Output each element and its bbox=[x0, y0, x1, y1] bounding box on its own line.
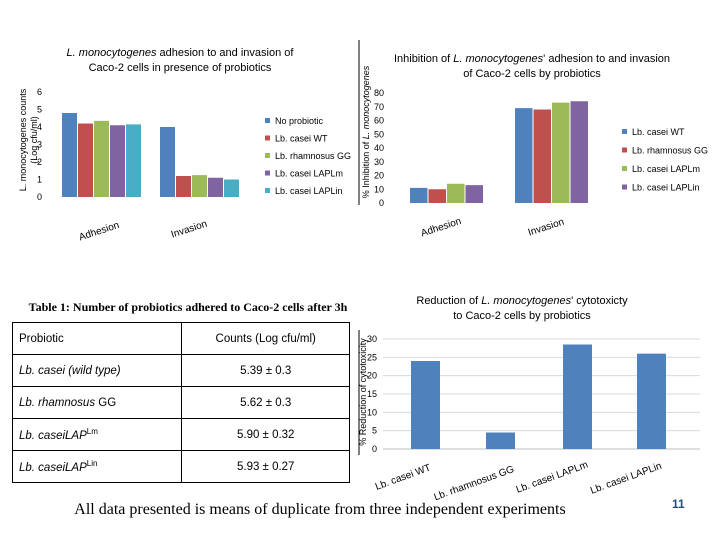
chart2-bar-invasion-lb-casei-laplin bbox=[570, 101, 588, 203]
table-header-row: Probiotic Counts (Log cfu/ml) bbox=[11, 322, 350, 355]
probiotic-name-cell: Lb. rhamnosus GG bbox=[11, 386, 183, 419]
table-row: Lb. casei (wild type) 5.39 ± 0.3 bbox=[11, 354, 350, 387]
chart1-bar-adhesion-lb-rhamnosus-gg bbox=[94, 120, 109, 197]
chart3-y-tick-label: 20 bbox=[367, 371, 377, 381]
chart1-legend-swatch bbox=[265, 153, 270, 158]
chart1-y-tick-label: 5 bbox=[37, 105, 42, 115]
adhesion-invasion-chart: L. monocytogenes adhesion to and invasio… bbox=[18, 47, 351, 243]
chart2-y-tick-label: 30 bbox=[374, 157, 384, 167]
chart2-legend-label: Lb. casei LAPLin bbox=[632, 183, 700, 193]
page-number: 11 bbox=[672, 497, 685, 511]
chart1-bar-adhesion-lb-casei-laplin bbox=[126, 124, 141, 197]
count-value-cell: 5.39 ± 0.3 bbox=[181, 354, 350, 387]
probiotic-name-cell: Lb. casei (wild type) bbox=[11, 354, 183, 387]
chart3-title-line: to Caco-2 cells by probiotics bbox=[453, 310, 591, 322]
chart2-y-tick-label: 10 bbox=[374, 184, 384, 194]
chart3-category-label: Lb. casei WT bbox=[374, 463, 433, 493]
inhibition-chart: Inhibition of L. monocytogenes' adhesion… bbox=[358, 40, 708, 239]
cytotoxicity-reduction-chart: Reduction of L. monocytogenes' cytotoxic… bbox=[358, 295, 700, 503]
probiotic-name-cell: Lb. caseiLAPLm bbox=[11, 418, 183, 451]
chart3-y-tick-label: 15 bbox=[367, 389, 377, 399]
chart1-title-line: L. monocytogenes adhesion to and invasio… bbox=[67, 47, 295, 59]
chart1-legend-label: Lb. casei LAPLm bbox=[275, 169, 343, 179]
chart3-category-label: Lb. rhamnosus GG bbox=[433, 464, 516, 503]
chart3-y-tick-label: 10 bbox=[367, 407, 377, 417]
table-row: Lb. rhamnosus GG 5.62 ± 0.3 bbox=[11, 386, 350, 419]
table-title: Table 1: Number of probiotics adhered to… bbox=[28, 300, 348, 314]
chart2-legend-swatch bbox=[622, 147, 627, 153]
chart2-title-line: of Caco-2 cells by probiotics bbox=[463, 68, 601, 80]
chart3-y-tick-label: 30 bbox=[367, 334, 377, 344]
chart3-category-label: Lb. casei LAPLin bbox=[589, 461, 663, 497]
chart2-bar-invasion-lb-casei-wt bbox=[515, 108, 533, 203]
chart2-bar-invasion-lb-casei-laplm bbox=[552, 102, 570, 203]
chart2-bar-adhesion-lb-casei-wt bbox=[410, 187, 428, 203]
chart1-bar-invasion-lb-casei-laplin bbox=[224, 179, 239, 197]
count-value-cell: 5.62 ± 0.3 bbox=[181, 386, 350, 419]
chart1-y-tick-label: 0 bbox=[37, 192, 42, 202]
chart1-bar-adhesion-lb-casei-laplm bbox=[110, 125, 125, 197]
chart1-title-line: Caco-2 cells in presence of probiotics bbox=[89, 62, 272, 74]
chart2-bar-adhesion-lb-casei-laplin bbox=[465, 185, 483, 203]
probiotic-name-cell: Lb. caseiLAPLin bbox=[11, 450, 183, 483]
column-header-counts: Counts (Log cfu/ml) bbox=[181, 322, 350, 355]
count-value-cell: 5.90 ± 0.32 bbox=[181, 418, 350, 451]
chart3-category-label: Lb. casei LAPLm bbox=[515, 460, 590, 496]
chart3-bar-lb-casei-laplm bbox=[563, 344, 592, 449]
chart2-legend-label: Lb. casei WT bbox=[632, 127, 685, 137]
footer-note: All data presented is means of duplicate… bbox=[74, 501, 566, 518]
chart1-legend-label: No probiotic bbox=[275, 116, 324, 126]
chart2-y-tick-label: 20 bbox=[374, 171, 384, 181]
chart2-legend-swatch bbox=[622, 129, 627, 134]
chart1-bar-invasion-no-probiotic bbox=[160, 127, 175, 197]
chart1-y-tick-label: 2 bbox=[37, 157, 42, 167]
chart1-legend-swatch bbox=[265, 118, 270, 123]
chart1-bar-invasion-lb-casei-laplm bbox=[208, 177, 223, 197]
chart1-legend-label: Lb. casei LAPLin bbox=[275, 186, 343, 196]
chart1-bar-invasion-lb-casei-wt bbox=[176, 176, 191, 197]
chart1-bar-adhesion-lb-casei-wt bbox=[78, 123, 93, 197]
chart3-y-axis-label: % Reduction of cytotoxicity bbox=[358, 338, 368, 446]
chart2-y-tick-label: 40 bbox=[374, 143, 384, 153]
chart2-y-tick-label: 60 bbox=[374, 116, 384, 126]
chart3-bar-lb-casei-laplin bbox=[637, 353, 666, 449]
table-row: Lb. caseiLAPLm 5.90 ± 0.32 bbox=[11, 418, 350, 451]
chart3-y-tick-label: 5 bbox=[372, 426, 377, 436]
chart2-y-tick-label: 80 bbox=[374, 88, 384, 98]
chart3-y-tick-label: 25 bbox=[367, 352, 377, 362]
chart2-legend-swatch bbox=[622, 166, 627, 171]
chart1-y-tick-label: 1 bbox=[37, 175, 42, 185]
chart2-bar-invasion-lb-rhamnosus-gg bbox=[533, 109, 551, 203]
chart2-bar-adhesion-lb-casei-laplm bbox=[447, 183, 465, 203]
chart1-legend-label: Lb. casei WT bbox=[275, 134, 328, 144]
chart1-y-tick-label: 3 bbox=[37, 140, 42, 150]
chart3-title-line: Reduction of L. monocytogenes' cytotoxic… bbox=[416, 295, 628, 307]
chart1-bar-invasion-lb-rhamnosus-gg bbox=[192, 175, 207, 197]
chart1-legend-swatch bbox=[265, 188, 270, 193]
chart3-bar-lb-rhamnosus-gg bbox=[486, 432, 515, 449]
chart1-y-tick-label: 4 bbox=[37, 122, 42, 132]
chart2-y-axis-label: % Inhibition of L. monocytogenes bbox=[361, 65, 371, 198]
probiotics-table: Probiotic Counts (Log cfu/ml) Lb. casei … bbox=[11, 322, 350, 483]
chart1-y-tick-label: 6 bbox=[37, 87, 42, 97]
chart2-y-tick-label: 70 bbox=[374, 102, 384, 112]
column-header-probiotic: Probiotic bbox=[11, 322, 183, 355]
chart1-legend-swatch bbox=[265, 170, 270, 176]
chart2-title-line: Inhibition of L. monocytogenes' adhesion… bbox=[394, 53, 670, 65]
chart2-y-tick-label: 0 bbox=[379, 198, 384, 208]
chart1-legend-swatch bbox=[265, 135, 270, 141]
chart3-bar-lb-casei-wt bbox=[411, 361, 440, 449]
chart2-legend-label: Lb. rhamnosus GG bbox=[632, 146, 708, 156]
chart2-y-tick-label: 50 bbox=[374, 129, 384, 139]
chart1-y-axis-label: L. monocytogenes counts(Log cfu/ml) bbox=[18, 88, 39, 191]
chart2-legend-label: Lb. casei LAPLm bbox=[632, 164, 700, 174]
chart1-legend-label: Lb. rhamnosus GG bbox=[275, 151, 351, 161]
count-value-cell: 5.93 ± 0.27 bbox=[181, 450, 350, 483]
chart3-y-tick-label: 0 bbox=[372, 444, 377, 454]
table-row: Lb. caseiLAPLin 5.93 ± 0.27 bbox=[11, 450, 350, 483]
chart2-legend-swatch bbox=[622, 184, 627, 190]
chart1-bar-adhesion-no-probiotic bbox=[62, 113, 77, 197]
chart2-bar-adhesion-lb-rhamnosus-gg bbox=[428, 189, 446, 203]
